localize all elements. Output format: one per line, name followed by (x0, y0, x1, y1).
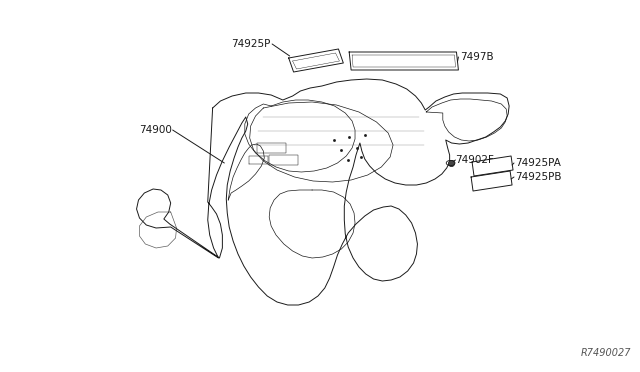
Text: 74925P: 74925P (231, 39, 270, 49)
Polygon shape (472, 156, 513, 176)
Text: 74900: 74900 (139, 125, 172, 135)
Text: 7497B: 7497B (460, 52, 494, 62)
Polygon shape (289, 49, 343, 72)
Text: R7490027: R7490027 (580, 349, 631, 358)
Text: 74902F: 74902F (456, 155, 494, 165)
Text: 74925PA: 74925PA (515, 158, 561, 168)
Text: 74925PB: 74925PB (515, 172, 561, 182)
Polygon shape (349, 52, 458, 70)
Polygon shape (471, 171, 512, 191)
